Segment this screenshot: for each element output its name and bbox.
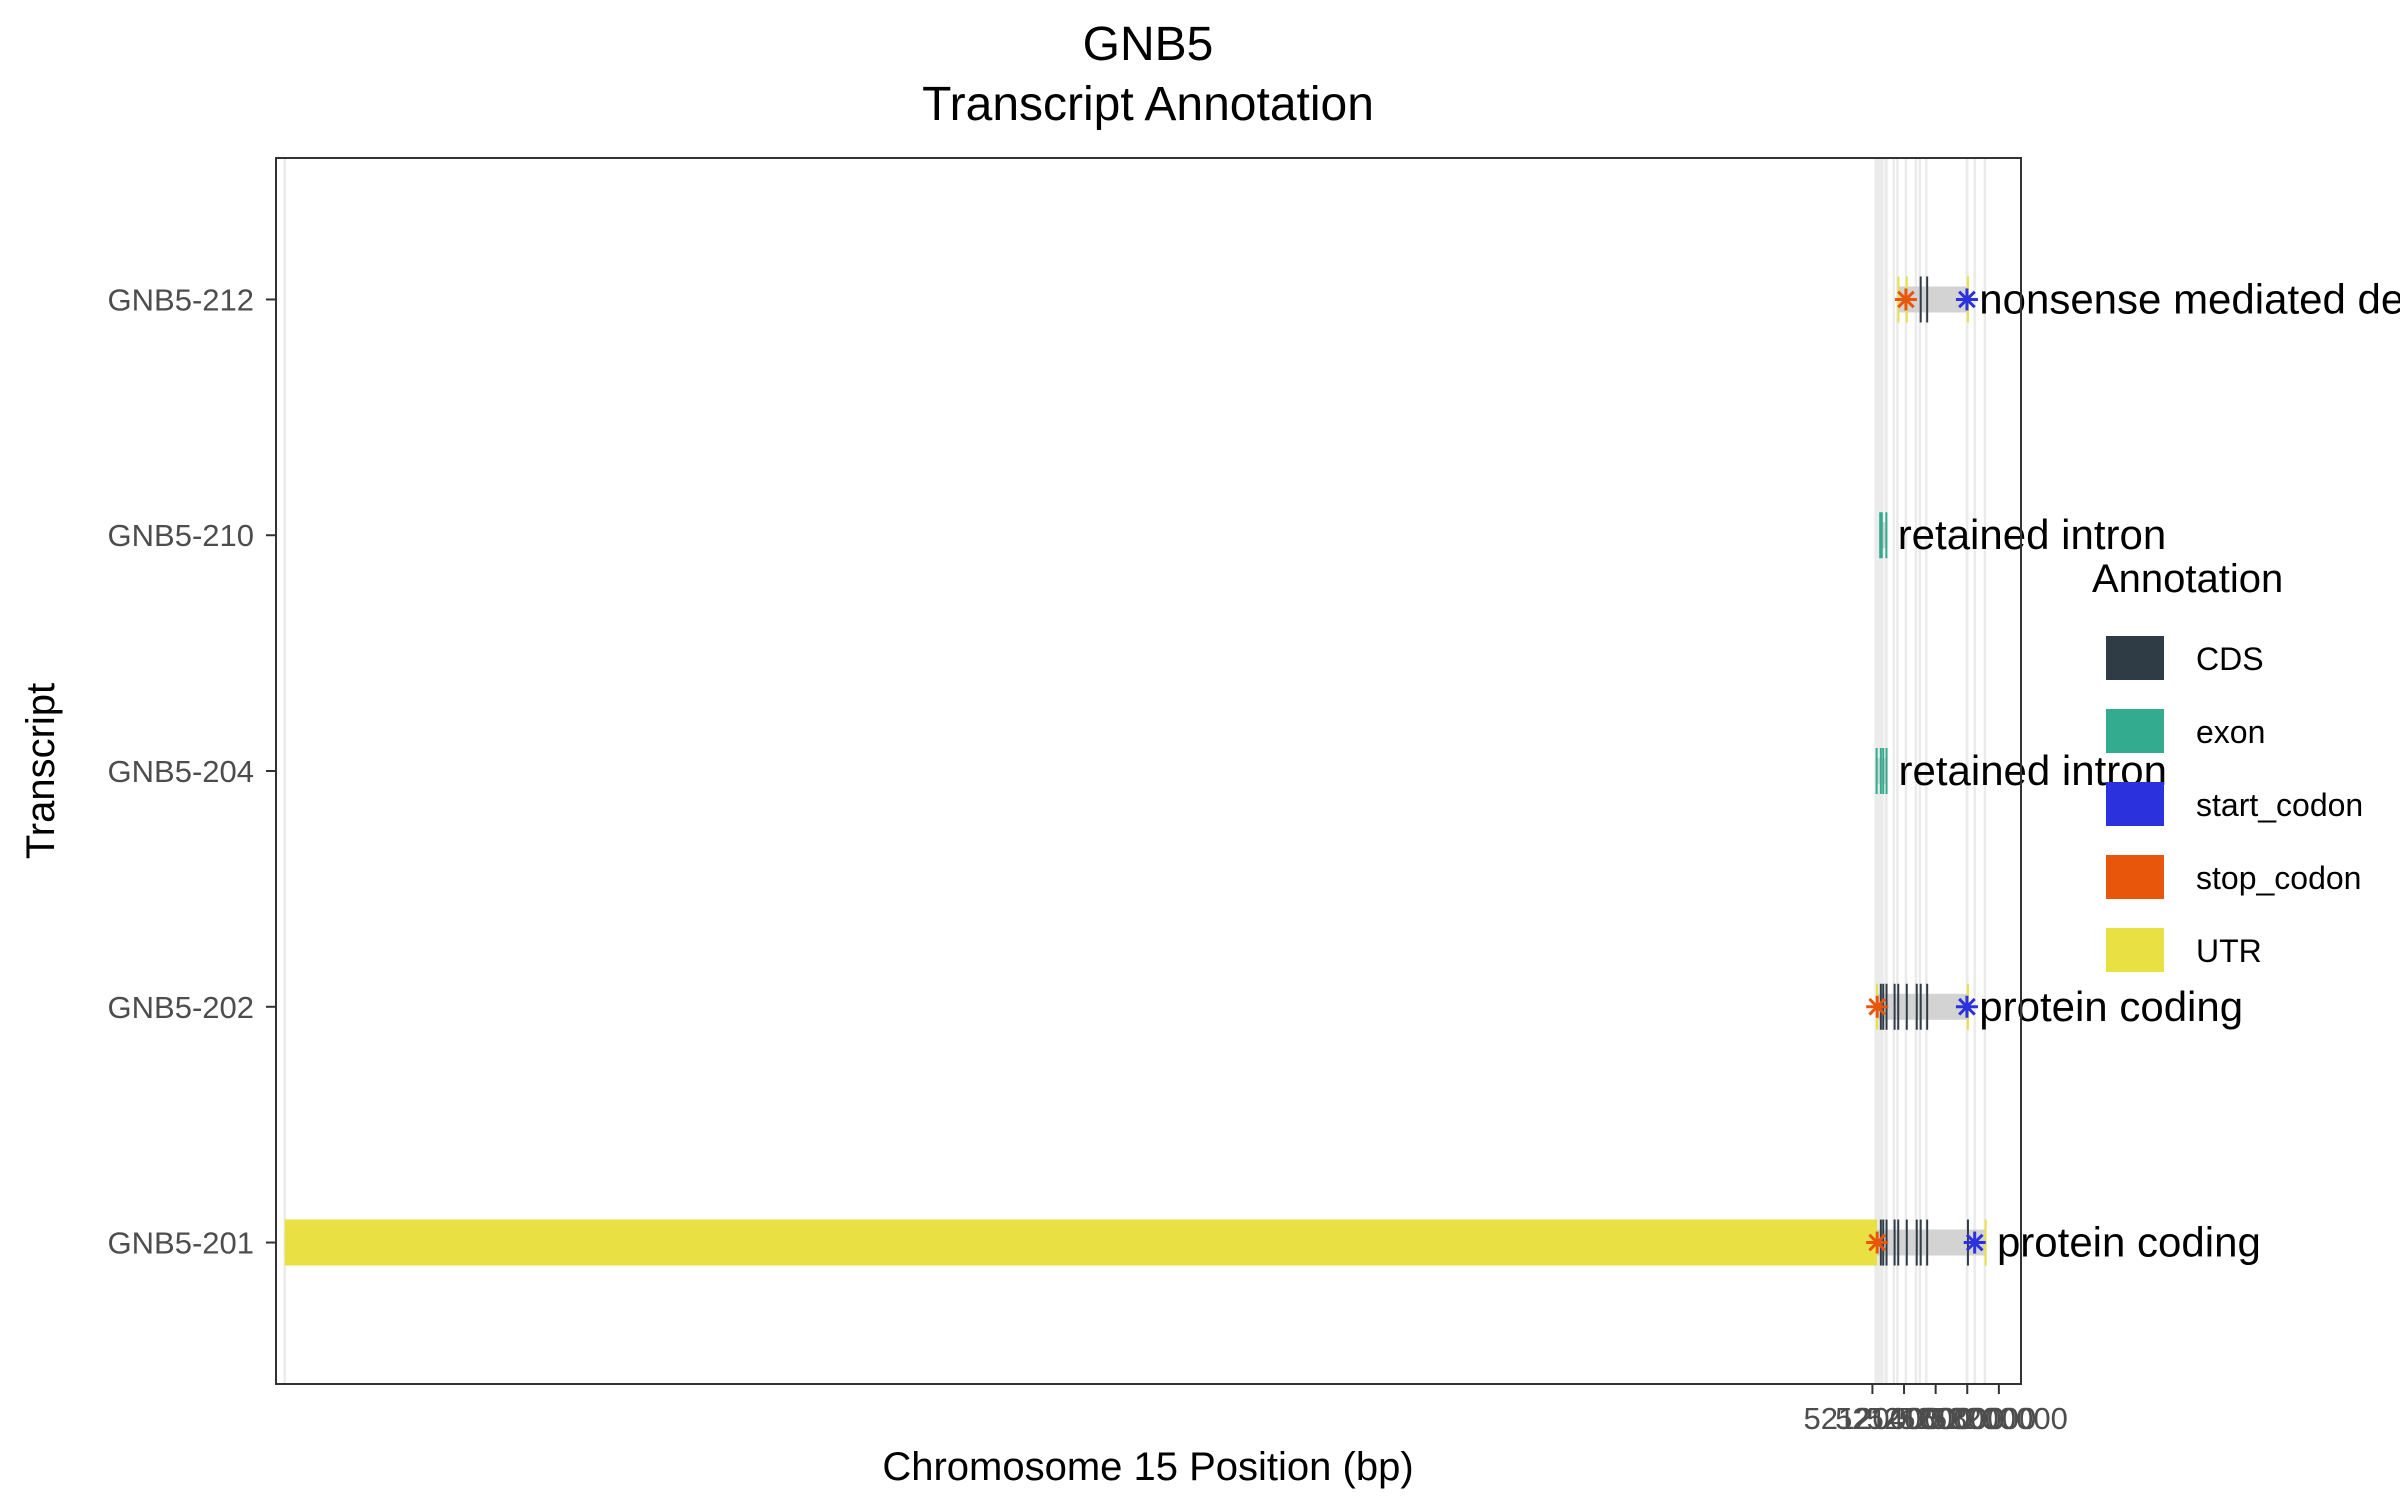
utr-feature (284, 1219, 1878, 1266)
stop-codon-marker (1866, 1231, 1889, 1254)
y-axis-title: Transcript (19, 683, 63, 859)
legend-entries: CDS exon start_codon stop_codon UTR (2106, 636, 2363, 972)
stop-codon-marker-stroke (1897, 290, 1915, 309)
transcript-biotype-label: protein coding (1979, 983, 2243, 1030)
start-codon-marker-stroke (1958, 290, 1976, 309)
y-tick-label: GNB5-204 (108, 754, 254, 789)
cds-feature (1926, 276, 1929, 323)
chart-title: GNB5 (1083, 18, 1214, 71)
legend-label: CDS (2196, 641, 2264, 677)
exon-feature (1875, 748, 1878, 794)
start-codon-marker (1955, 288, 1978, 311)
exon-feature (1885, 748, 1888, 794)
exon-feature (1879, 512, 1882, 559)
start-codon-marker-stroke (1958, 997, 1976, 1016)
stop-codon-marker-stroke (1868, 997, 1887, 1016)
legend-label: exon (2196, 714, 2265, 750)
cds-feature (1919, 276, 1922, 323)
legend-label: start_codon (2196, 787, 2363, 823)
cds-feature (1905, 983, 1908, 1030)
y-axis: GNB5-201 GNB5-202 GNB5-204 GNB5-210 GNB5-212 (108, 282, 276, 1261)
cds-feature (1897, 1219, 1900, 1266)
cds-feature (1893, 1219, 1896, 1266)
stop-codon-marker (1894, 288, 1917, 311)
legend-key (2106, 782, 2164, 826)
y-tick-label: GNB5-212 (108, 282, 254, 317)
plot-area: protein coding protein coding retained int… (275, 157, 2400, 1385)
plot-background (276, 158, 2021, 1384)
start-codon-marker-stroke (1965, 1233, 1984, 1252)
y-tick-label: GNB5-201 (108, 1226, 254, 1261)
stop-codon-marker (1866, 995, 1889, 1018)
x-axis-title: Chromosome 15 Position (bp) (882, 1445, 1413, 1489)
cds-feature (1915, 983, 1918, 1030)
y-tick-label: GNB5-210 (108, 518, 254, 553)
transcript-biotype-label: protein coding (1997, 1219, 2261, 1266)
legend-key (2106, 709, 2164, 753)
legend-label: stop_codon (2196, 860, 2361, 896)
cds-feature (1897, 983, 1900, 1030)
legend-title: Annotation (2092, 557, 2283, 601)
transcript-biotype-label: nonsense mediated decay (1979, 275, 2400, 322)
x-tick-label: 52120000 (1803, 1401, 1941, 1436)
gridlines (283, 158, 1987, 1384)
x-tick-label: 52140000 (1835, 1401, 1973, 1436)
transcripts: protein coding protein coding retained int… (284, 275, 2400, 1266)
legend-label: UTR (2196, 933, 2262, 969)
cds-feature (1926, 1219, 1929, 1266)
x-tick-label: 52200000 (1930, 1401, 2068, 1436)
x-tick-label: 52160000 (1867, 1401, 2005, 1436)
start-codon-marker (1955, 995, 1978, 1018)
y-tick-label: GNB5-202 (108, 990, 254, 1025)
chart-subtitle: Transcript Annotation (922, 78, 1374, 131)
exon-feature (1885, 512, 1888, 559)
exon-feature (1880, 512, 1883, 559)
cds-feature (1915, 1219, 1918, 1266)
legend-key (2106, 928, 2164, 972)
legend: Annotation CDS exon start_codon stop_codon U… (2092, 557, 2363, 972)
cds-feature (1926, 983, 1929, 1030)
cds-feature (1919, 983, 1922, 1030)
legend-key (2106, 855, 2164, 899)
stop-codon-marker-stroke (1868, 1233, 1887, 1252)
legend-key (2106, 636, 2164, 680)
x-tick-label: 52180000 (1898, 1401, 2036, 1436)
exon-feature (1882, 748, 1885, 794)
cds-feature (1893, 983, 1896, 1030)
exon-feature (1879, 748, 1882, 794)
cds-feature (1905, 1219, 1908, 1266)
transcript-biotype-label: retained intron (1898, 511, 2167, 558)
start-codon-marker (1963, 1231, 1986, 1254)
cds-feature (1919, 1219, 1922, 1266)
